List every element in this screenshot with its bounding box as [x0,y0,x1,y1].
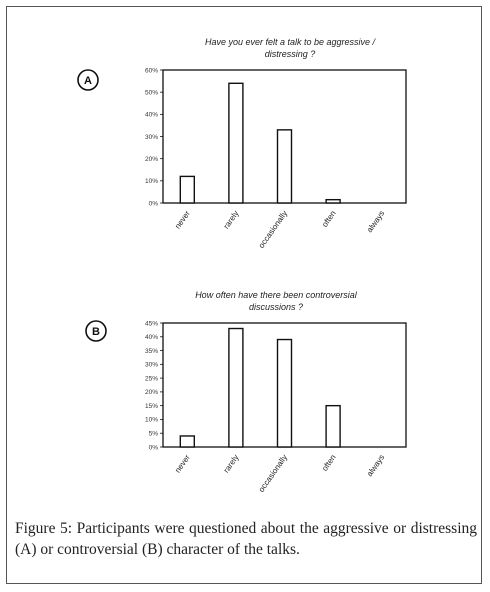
chart-a-ytick-label: 50% [145,89,158,96]
chart-b-title-line-2: discussions ? [249,302,303,312]
figure-caption: Figure 5: Participants were questioned a… [15,518,477,560]
chart-a-ytick-label: 30% [145,134,158,141]
chart-a-ytick-label: 20% [145,156,158,163]
chart-b-category-label: rarely [222,453,241,475]
chart-b-ytick-label: 25% [145,375,158,382]
chart-b-bar-occasionally [276,338,293,448]
chart-b-bar-rarely [228,327,244,448]
chart-b-ytick-label: 40% [145,334,158,341]
chart-b-title-line-1: How often have there been controversial [195,290,358,300]
chart-a-ytick-label: 40% [145,112,158,119]
chart-a: Have you ever felt a talk to be aggressi… [77,37,407,250]
chart-b-ytick-label: 30% [145,362,158,369]
chart-a-category-label: occasionally [257,209,289,250]
panel-a-badge-label: A [84,75,92,87]
chart-b-category-label: often [320,453,338,473]
chart-b-category-label: always [365,453,386,478]
panel-b-badge-label: B [92,326,100,338]
chart-a-ytick-label: 0% [149,200,159,207]
chart-b-category-label: never [173,453,192,475]
chart-a-bar-never [179,175,196,204]
chart-a-title-line-2: distressing ? [265,49,316,59]
chart-b-bar-never [179,435,196,448]
chart-a-marks: 0% 10% 20% 30% 40% 50% 60% never rarely occasiona… [145,67,386,250]
panel-b-badge [85,320,107,342]
chart-b-marks: 0%5%10%15%20%25%30%35%40%45%never rarely o… [145,320,386,494]
chart-a-category-label: often [320,209,338,229]
chart-b-category-label: occasionally [257,453,289,494]
chart-b-ytick-label: 35% [145,348,158,355]
caption-text: Participants were questioned about the a… [15,520,478,558]
chart-a-category-label: rarely [222,209,241,231]
figure-canvas: Have you ever felt a talk to be aggressi… [77,37,407,494]
chart-b-ytick-label: 10% [145,417,158,424]
caption-label: Figure 5: [15,520,73,537]
panel-a-badge [77,69,99,91]
chart-a-title-line-1: Have you ever felt a talk to be aggressi… [205,37,377,47]
chart-b-ytick-label: 0% [149,444,159,451]
chart-b-ytick-label: 20% [145,389,158,396]
chart-b-ytick-label: 15% [145,403,158,410]
chart-a-bar-occasionally [276,129,293,204]
chart-b: How often have there been controversial … [85,290,407,494]
chart-b-ytick-label: 5% [149,431,159,438]
chart-a-bar-rarely [228,82,244,204]
chart-a-category-label: never [173,209,192,231]
chart-a-bar-often [325,198,341,204]
chart-b-bar-often [325,404,341,448]
chart-a-ytick-label: 10% [145,178,158,185]
figure-frame [6,6,482,584]
chart-a-category-label: always [365,209,386,234]
chart-b-ytick-label: 45% [145,320,158,327]
chart-a-ytick-label: 60% [145,67,158,74]
